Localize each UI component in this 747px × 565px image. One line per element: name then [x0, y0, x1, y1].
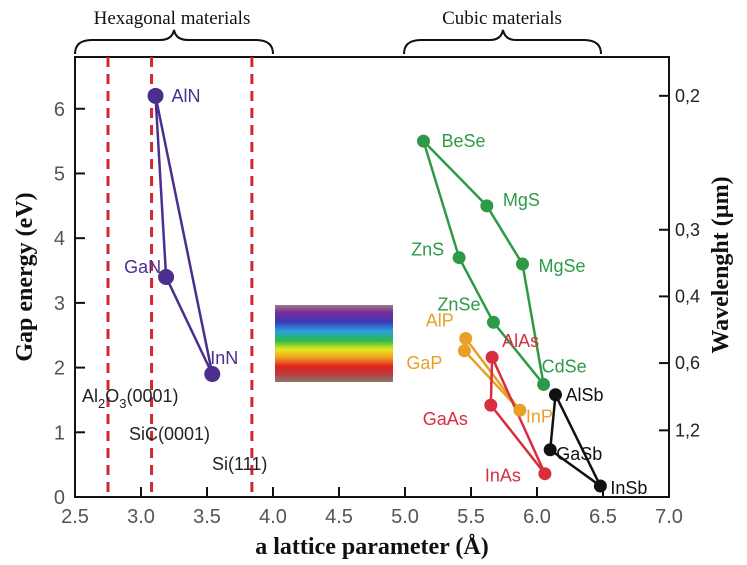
point-mgse	[515, 257, 529, 271]
point-inas	[538, 467, 552, 481]
x-tick-label-8: 6.5	[589, 506, 617, 528]
point-gasb	[543, 443, 557, 457]
cubic-group-label: Cubic materials	[442, 8, 562, 29]
y-tick-label-4: 4	[54, 228, 65, 250]
label-alp: AlP	[426, 310, 454, 330]
label-mgse: MgSe	[538, 256, 585, 276]
plot-frame	[74, 56, 670, 498]
label-bese: BeSe	[441, 131, 485, 151]
y-tick-label-2: 2	[54, 358, 65, 380]
label-inp: InP	[526, 406, 553, 426]
label-insb: InSb	[610, 478, 647, 498]
point-znse	[486, 315, 500, 329]
y-tick-label-1: 1	[54, 422, 65, 444]
point-alas	[485, 350, 499, 364]
x-tick-label-3: 4.0	[259, 506, 287, 528]
x-tick-label-1: 3.0	[127, 506, 155, 528]
label-gap: GaP	[406, 353, 442, 373]
al2o3-al: Al	[82, 386, 98, 406]
x-tick-label-9: 7.0	[655, 506, 683, 528]
point-aln	[147, 87, 164, 104]
point-zns	[452, 251, 466, 265]
substrate-label-al2o3: Al2O3(0001)	[82, 386, 179, 411]
series-line-4	[548, 394, 602, 488]
x-tick-label-7: 6.0	[523, 506, 551, 528]
point-labels: AlN GaN InN BeSe MgS ZnS MgSe ZnSe CdSe AlP GaP InP…	[124, 86, 647, 498]
label-gasb: GaSb	[556, 444, 602, 464]
label-cdse: CdSe	[542, 356, 587, 376]
cubic-group-brace	[403, 29, 602, 55]
label-inn: InN	[210, 348, 238, 368]
al2o3-sub-3: 3	[119, 396, 126, 411]
right-tick-label-0: 0,2	[675, 86, 700, 106]
y-tick-label-3: 3	[54, 293, 65, 315]
substrate-label-si: Si(111)	[212, 454, 267, 474]
y-tick-label-0: 0	[54, 487, 65, 509]
right-tick-label-3: 0,6	[675, 353, 700, 373]
label-gaas: GaAs	[423, 409, 468, 429]
point-mgs	[480, 199, 494, 213]
x-tick-label-6: 5.5	[457, 506, 485, 528]
y-tick-label-6: 6	[54, 99, 65, 121]
point-insb	[593, 479, 607, 493]
label-aln: AlN	[172, 86, 201, 106]
label-alsb: AlSb	[565, 385, 603, 405]
right-tick-label-2: 0,4	[675, 286, 700, 306]
series-lines	[154, 95, 602, 488]
right-tick-label-4: 1,2	[675, 420, 700, 440]
label-alas: AlAs	[502, 331, 539, 351]
y-tick-label-5: 5	[54, 163, 65, 185]
point-cdse	[537, 377, 551, 391]
right-tick-label-1: 0,3	[675, 220, 700, 240]
hexagonal-group-brace	[74, 29, 274, 55]
point-bese	[416, 134, 430, 148]
label-zns: ZnS	[411, 240, 444, 260]
al2o3-orientation: (0001)	[127, 386, 179, 406]
al2o3-sub-2: 2	[98, 396, 105, 411]
x-tick-label-0: 2.5	[61, 506, 89, 528]
point-alp	[459, 331, 473, 345]
x-tick-label-2: 3.5	[193, 506, 221, 528]
visible-spectrum-band	[275, 305, 393, 382]
label-inas: InAs	[485, 466, 521, 486]
right-tick-labels: 0,2 0,3 0,4 0,6 1,2	[675, 86, 700, 441]
label-mgs: MgS	[503, 190, 540, 210]
substrate-labels: Al2O3(0001) SiC(0001) Si(111)	[82, 386, 267, 474]
label-znse: ZnSe	[437, 294, 480, 314]
label-gan: GaN	[124, 257, 161, 277]
y-axis-title: Gap energy (eV)	[12, 192, 38, 361]
x-tick-label-5: 5.0	[391, 506, 419, 528]
series-line-0	[154, 95, 214, 375]
point-inp	[513, 403, 527, 417]
point-gan	[158, 269, 175, 285]
right-axis-title: Wavelenght (µm)	[708, 176, 734, 353]
point-gap	[457, 344, 471, 358]
point-inn	[204, 366, 221, 383]
x-tick-labels: 2.5 3.0 3.5 4.0 4.5 5.0 5.5 6.0 6.5 7.0	[61, 506, 683, 528]
substrate-label-sic: SiC(0001)	[129, 424, 210, 444]
y-tick-labels: 0 1 2 3 4 5 6	[54, 99, 65, 509]
point-alsb	[548, 388, 562, 402]
x-tick-label-4: 4.5	[325, 506, 353, 528]
x-axis-title: a lattice parameter (Å)	[255, 534, 488, 560]
hexagonal-group-label: Hexagonal materials	[94, 8, 251, 29]
al2o3-o: O	[105, 386, 119, 406]
substrate-lines	[106, 57, 254, 497]
series-points	[147, 87, 607, 493]
point-gaas	[484, 398, 498, 412]
